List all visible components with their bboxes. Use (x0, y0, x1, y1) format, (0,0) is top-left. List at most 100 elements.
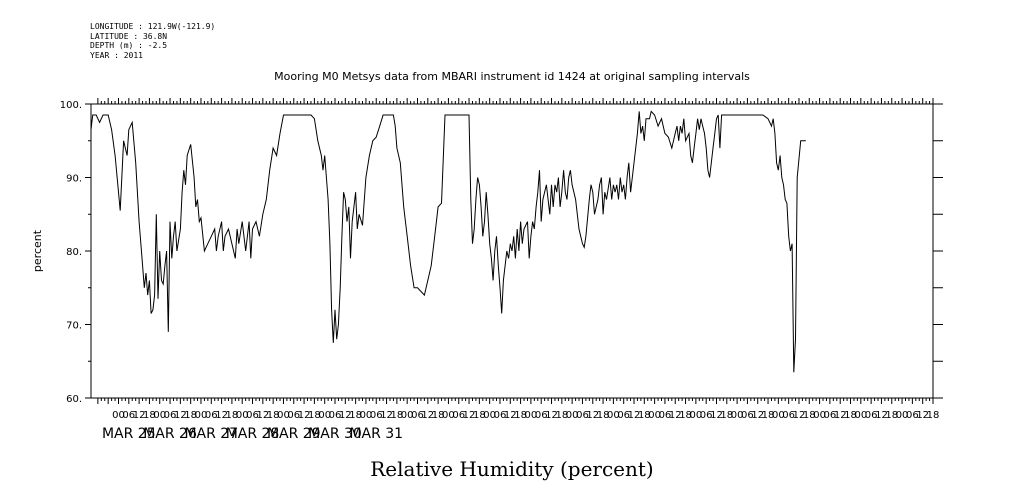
x-hour-label: 06 (287, 410, 300, 421)
x-hour-label: 12 (545, 410, 558, 421)
longitude-label: LONGITUDE : 121.9W(-121.9) (90, 22, 216, 31)
x-hour-label: 12 (875, 410, 888, 421)
x-hour-label: 06 (617, 410, 630, 421)
latitude-label: LATITUDE : 36.8N (90, 31, 168, 41)
x-hour-label: 00 (236, 410, 249, 421)
x-hour-label: 18 (514, 410, 527, 421)
x-hour-label: 06 (164, 410, 177, 421)
x-hour-label: 06 (370, 410, 383, 421)
x-hour-label: 18 (762, 410, 775, 421)
x-hour-label: 06 (535, 410, 548, 421)
x-hour-label: 12 (504, 410, 517, 421)
y-tick-label: 60. (66, 394, 82, 405)
x-hour-label: 00 (648, 410, 661, 421)
x-hour-label: 18 (308, 410, 321, 421)
x-hour-label: 06 (782, 410, 795, 421)
x-hour-label: 18 (597, 410, 610, 421)
x-hour-label: 00 (360, 410, 373, 421)
x-hour-label: 00 (813, 410, 826, 421)
x-hour-label: 12 (916, 410, 929, 421)
x-hour-label: 18 (927, 410, 940, 421)
x-hour-label: 18 (391, 410, 404, 421)
y-tick-label: 80. (66, 247, 82, 258)
x-hour-label: 06 (122, 410, 135, 421)
x-hour-label: 06 (329, 410, 342, 421)
y-tick-label: 100. (60, 100, 82, 111)
x-day-label: MAR 25 (102, 426, 156, 442)
x-hour-label: 00 (195, 410, 208, 421)
y-axis-label: percent (31, 229, 44, 272)
x-axis-label: Relative Humidity (percent) (370, 457, 653, 481)
x-hour-label: 12 (215, 410, 228, 421)
x-day-label: MAR 29 (267, 426, 321, 442)
x-hour-label: 00 (772, 410, 785, 421)
chart-title: Mooring M0 Metsys data from MBARI instru… (274, 70, 750, 83)
x-hour-label: 12 (421, 410, 434, 421)
x-hour-label: 00 (153, 410, 166, 421)
station-metadata: LONGITUDE : 121.9W(-121.9) LATITUDE : 36… (90, 22, 215, 60)
x-hour-label: 12 (751, 410, 764, 421)
x-hour-label: 00 (607, 410, 620, 421)
x-hour-label: 00 (483, 410, 496, 421)
y-axis: 60. 70. 80. 90. 100. (60, 100, 943, 405)
x-hour-label: 18 (555, 410, 568, 421)
x-hour-label: 00 (566, 410, 579, 421)
x-hour-label: 00 (401, 410, 414, 421)
x-hour-label: 12 (586, 410, 599, 421)
x-hour-label: 00 (896, 410, 909, 421)
x-hour-label: 12 (628, 410, 641, 421)
x-hour-label: 06 (452, 410, 465, 421)
x-hour-label: 18 (267, 410, 280, 421)
x-hour-label: 12 (133, 410, 146, 421)
x-hour-label: 18 (679, 410, 692, 421)
x-hour-label: 00 (442, 410, 455, 421)
x-hour-label: 00 (689, 410, 702, 421)
x-day-label: MAR 28 (226, 426, 280, 442)
x-hour-label: 18 (349, 410, 362, 421)
x-hour-label: 06 (741, 410, 754, 421)
x-hour-label: 18 (885, 410, 898, 421)
x-hour-label: 12 (669, 410, 682, 421)
x-hour-label: 12 (380, 410, 393, 421)
x-day-label: MAR 31 (349, 426, 403, 442)
x-hour-label: 00 (525, 410, 538, 421)
x-hour-label: 06 (411, 410, 424, 421)
x-hour-label: 06 (205, 410, 218, 421)
x-hour-label: 00 (112, 410, 125, 421)
x-hour-label: 12 (256, 410, 269, 421)
x-hour-label: 18 (638, 410, 651, 421)
x-day-label: MAR 30 (308, 426, 362, 442)
x-hour-label: 18 (803, 410, 816, 421)
humidity-series-line (90, 110, 806, 373)
x-hour-label: 06 (494, 410, 507, 421)
x-hour-label: 12 (834, 410, 847, 421)
x-hour-label: 12 (174, 410, 187, 421)
x-day-label: MAR 26 (143, 426, 197, 442)
x-hour-label: 18 (432, 410, 445, 421)
x-hour-label: 06 (824, 410, 837, 421)
x-hour-label: 00 (854, 410, 867, 421)
x-hour-label: 06 (246, 410, 259, 421)
x-hour-label: 06 (576, 410, 589, 421)
x-day-label: MAR 27 (184, 426, 238, 442)
x-hour-label: 06 (865, 410, 878, 421)
x-hour-label: 06 (659, 410, 672, 421)
x-hour-label: 18 (844, 410, 857, 421)
x-hour-label: 18 (143, 410, 156, 421)
x-hour-label: 00 (318, 410, 331, 421)
x-hour-label: 18 (184, 410, 197, 421)
x-hour-label: 12 (339, 410, 352, 421)
x-hour-label: 18 (720, 410, 733, 421)
y-tick-label: 70. (66, 321, 82, 332)
x-hour-label: 12 (710, 410, 723, 421)
x-hour-label: 18 (226, 410, 239, 421)
x-hour-label: 12 (463, 410, 476, 421)
x-hour-label: 12 (793, 410, 806, 421)
x-hour-label: 00 (731, 410, 744, 421)
y-tick-label: 90. (66, 174, 82, 185)
x-hour-label: 00 (277, 410, 290, 421)
depth-label: DEPTH (m) : -2.5 (90, 41, 168, 50)
x-axis: 0006121800061218000612180006121800061218… (97, 98, 940, 442)
year-label: YEAR : 2011 (90, 50, 143, 60)
